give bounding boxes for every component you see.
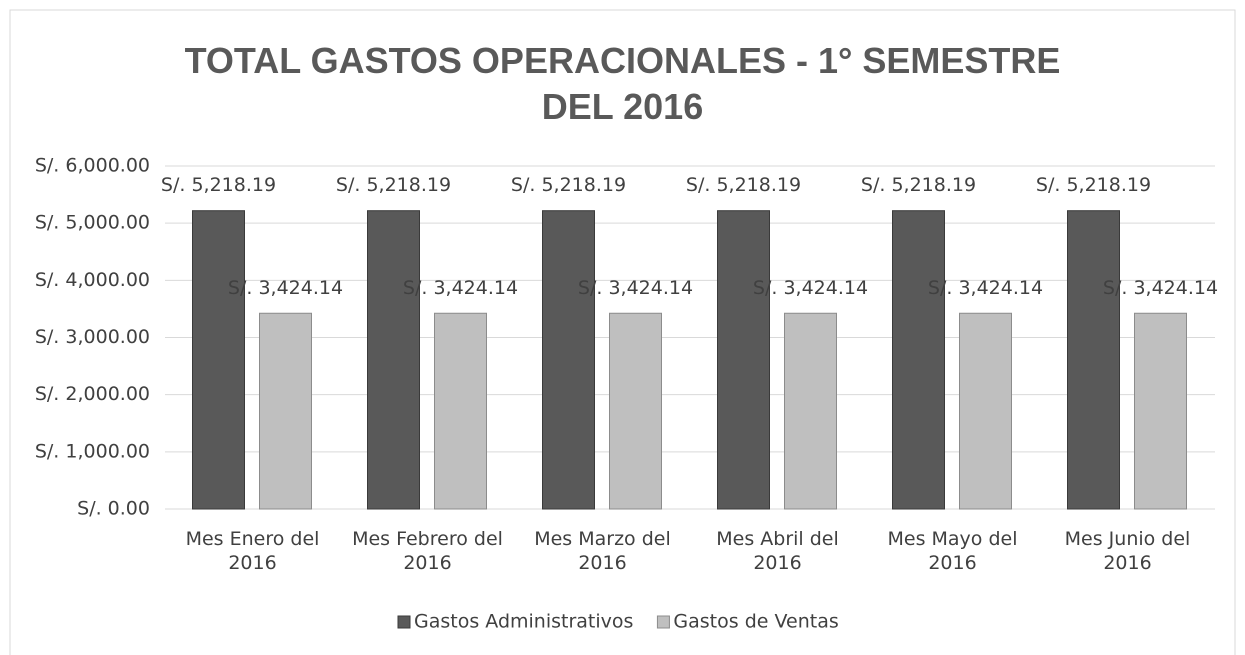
data-label: S/. 3,424.14 [753, 277, 868, 299]
chart-title: TOTAL GASTOS OPERACIONALES - 1° SEMESTRE… [184, 40, 1061, 127]
data-label: S/. 5,218.19 [511, 174, 626, 196]
data-label: S/. 3,424.14 [403, 277, 518, 299]
x-tick-label: Mes Junio del 2016 [1064, 528, 1191, 574]
legend-label: Gastos de Ventas [673, 611, 838, 633]
bar [717, 210, 770, 510]
x-tick-label: Mes Mayo del 2016 [887, 528, 1018, 574]
bar [542, 210, 595, 510]
bar [609, 312, 662, 510]
bar [1134, 312, 1187, 510]
chart-border [9, 9, 1236, 655]
data-label: S/. 3,424.14 [578, 277, 693, 299]
bar [892, 210, 945, 510]
data-label: S/. 3,424.14 [228, 277, 343, 299]
legend-swatch [397, 615, 411, 629]
data-label: S/. 5,218.19 [861, 174, 976, 196]
x-tick-label: Mes Enero del 2016 [185, 528, 320, 574]
data-label: S/. 5,218.19 [161, 174, 276, 196]
bar [192, 210, 245, 510]
y-tick-label: S/. 1,000.00 [35, 440, 150, 462]
legend-label: Gastos Administrativos [414, 611, 633, 633]
bar [259, 312, 312, 510]
y-tick-label: S/. 4,000.00 [35, 269, 150, 291]
legend-swatch [656, 615, 670, 629]
x-tick-label: Mes Febrero del 2016 [352, 528, 503, 574]
data-label: S/. 3,424.14 [928, 277, 1043, 299]
y-tick-label: S/. 3,000.00 [35, 326, 150, 348]
y-tick-label: S/. 0.00 [77, 498, 150, 520]
data-label: S/. 5,218.19 [1036, 174, 1151, 196]
x-tick-label: Mes Marzo del 2016 [534, 528, 671, 574]
y-tick-label: S/. 2,000.00 [35, 383, 150, 405]
bar [434, 312, 487, 510]
bar [1067, 210, 1120, 510]
data-label: S/. 3,424.14 [1103, 277, 1218, 299]
y-tick-label: S/. 6,000.00 [35, 155, 150, 177]
bar [367, 210, 420, 510]
y-tick-label: S/. 5,000.00 [35, 212, 150, 234]
data-label: S/. 5,218.19 [336, 174, 451, 196]
bar [959, 312, 1012, 510]
x-tick-label: Mes Abril del 2016 [716, 528, 839, 574]
data-label: S/. 5,218.19 [686, 174, 801, 196]
bar [784, 312, 837, 510]
